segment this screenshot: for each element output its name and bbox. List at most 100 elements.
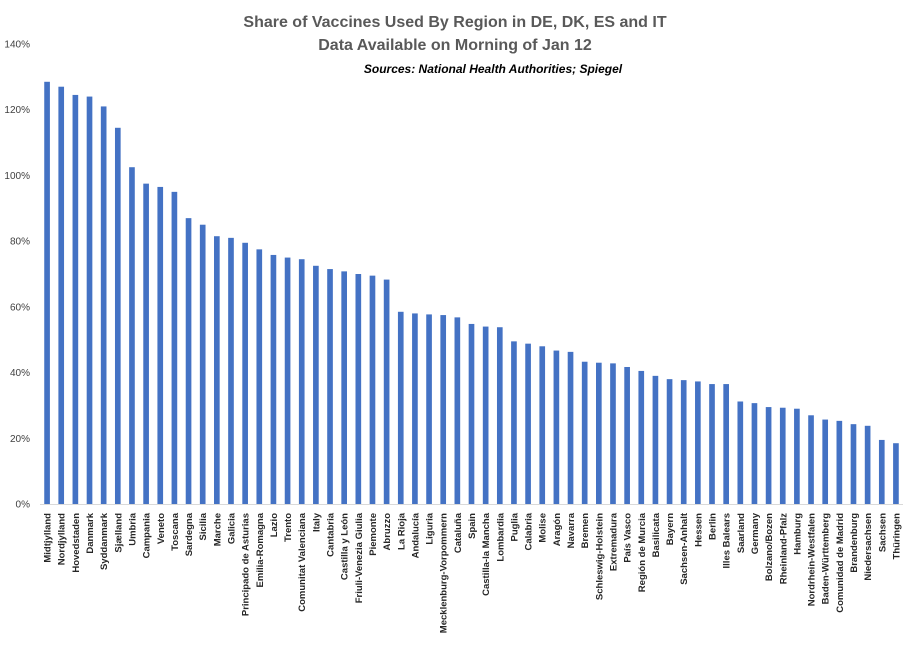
bar (369, 275, 376, 504)
x-tick-label: Marche (212, 513, 223, 546)
bar (397, 311, 404, 504)
bar (468, 323, 475, 504)
bar (836, 420, 843, 504)
x-tick-label: Sachsen (877, 513, 888, 552)
x-tick-label: Friuli-Venezia Giulia (354, 512, 365, 603)
bar (709, 384, 715, 504)
x-tick-label: Andalucía (410, 512, 421, 558)
x-tick-label: Niedersachsen (863, 513, 874, 581)
y-axis: 0% 20% 40% 60% 80% 100% 120% 140% (4, 40, 30, 511)
bar (383, 279, 390, 504)
bar (256, 249, 263, 504)
bar (214, 236, 220, 504)
y-tick-label: 0% (16, 500, 31, 511)
y-tick-label: 20% (10, 434, 30, 445)
bar (228, 237, 234, 505)
bar (482, 326, 489, 504)
x-tick-label: Midtjylland (43, 513, 54, 563)
y-tick-label: 100% (4, 171, 30, 182)
x-tick-label: Región de Murcia (637, 512, 648, 592)
x-tick-label: Nordjylland (57, 513, 68, 565)
x-axis: Midtjylland Nordjylland Hovedstaden Danmark… (43, 512, 903, 633)
x-tick-label: Abruzzo (382, 513, 393, 551)
bar (496, 327, 503, 504)
x-tick-label: Veneto (156, 513, 167, 544)
x-tick-label: Comunitat Valenciana (297, 512, 308, 611)
y-tick-label: 120% (4, 105, 30, 116)
x-tick-label: Campania (142, 512, 153, 558)
bar (737, 401, 744, 504)
x-tick-label: Thüringen (891, 513, 902, 560)
x-tick-label: Principado de Asturias (241, 513, 252, 616)
x-tick-label: Sardegna (184, 512, 195, 556)
bar (129, 167, 135, 504)
bar (44, 81, 50, 504)
bar (270, 254, 277, 504)
x-tick-label: Bolzano/Bozen (764, 513, 775, 581)
bar (581, 361, 588, 504)
x-tick-label: País Vasco (623, 513, 634, 563)
x-tick-label: Navarra (566, 512, 577, 548)
bar (652, 375, 659, 504)
bar (298, 259, 305, 504)
y-tick-label: 80% (10, 237, 30, 248)
x-tick-label: Hessen (693, 513, 704, 547)
bar (638, 370, 645, 504)
y-tick-label: 40% (10, 368, 30, 379)
x-tick-label: Umbria (127, 512, 138, 545)
bar (171, 191, 178, 505)
bar (355, 274, 362, 504)
bar (284, 257, 291, 504)
x-tick-label: Galicia (226, 512, 237, 544)
x-tick-label: Basilicata (651, 512, 662, 557)
x-tick-label: Cantabria (326, 512, 337, 557)
x-tick-label: Mecklenburg-Vorpommern (439, 513, 450, 633)
bar (878, 439, 885, 504)
x-tick-label: Berlin (708, 513, 719, 540)
x-tick-label: Sachsen-Anhalt (679, 512, 690, 585)
bar (850, 424, 857, 504)
x-tick-label: Extremadura (608, 512, 619, 571)
x-tick-label: Sjælland (113, 513, 124, 553)
bar (666, 379, 673, 504)
bar (680, 380, 687, 504)
y-tick-label: 60% (10, 302, 30, 313)
bar (114, 127, 121, 504)
x-tick-label: Germany (750, 512, 761, 554)
bar (723, 384, 729, 504)
x-tick-label: Liguria (425, 512, 436, 544)
bar (143, 183, 149, 504)
x-tick-label: Calabria (524, 512, 535, 550)
bar (765, 407, 772, 504)
x-tick-label: Schleswig-Holstein (594, 513, 605, 600)
bar-series (44, 81, 899, 505)
x-tick-label: Piemonte (368, 513, 379, 556)
bar (610, 363, 616, 504)
bar (100, 106, 107, 505)
bar (426, 314, 432, 504)
x-tick-label: Cataluña (453, 512, 464, 553)
bar (822, 419, 829, 504)
bar (86, 96, 93, 504)
bar (242, 242, 248, 505)
x-tick-label: Danmark (85, 512, 96, 553)
bar (313, 265, 319, 504)
x-tick-label: Illes Balears (722, 513, 733, 568)
bar (695, 381, 701, 504)
bar (525, 343, 531, 504)
x-tick-label: Sicilia (198, 512, 209, 540)
bar (893, 443, 899, 504)
bar (440, 315, 447, 504)
x-tick-label: Bremen (580, 513, 591, 549)
bar (539, 346, 546, 504)
x-tick-label: Castilla-la Mancha (481, 512, 492, 596)
bar (794, 408, 800, 504)
bar (596, 362, 602, 504)
bar (199, 224, 206, 504)
bar (808, 415, 814, 504)
bar (185, 218, 192, 504)
bar (58, 86, 65, 505)
x-tick-label: Aragón (552, 513, 563, 546)
bar (751, 403, 758, 504)
